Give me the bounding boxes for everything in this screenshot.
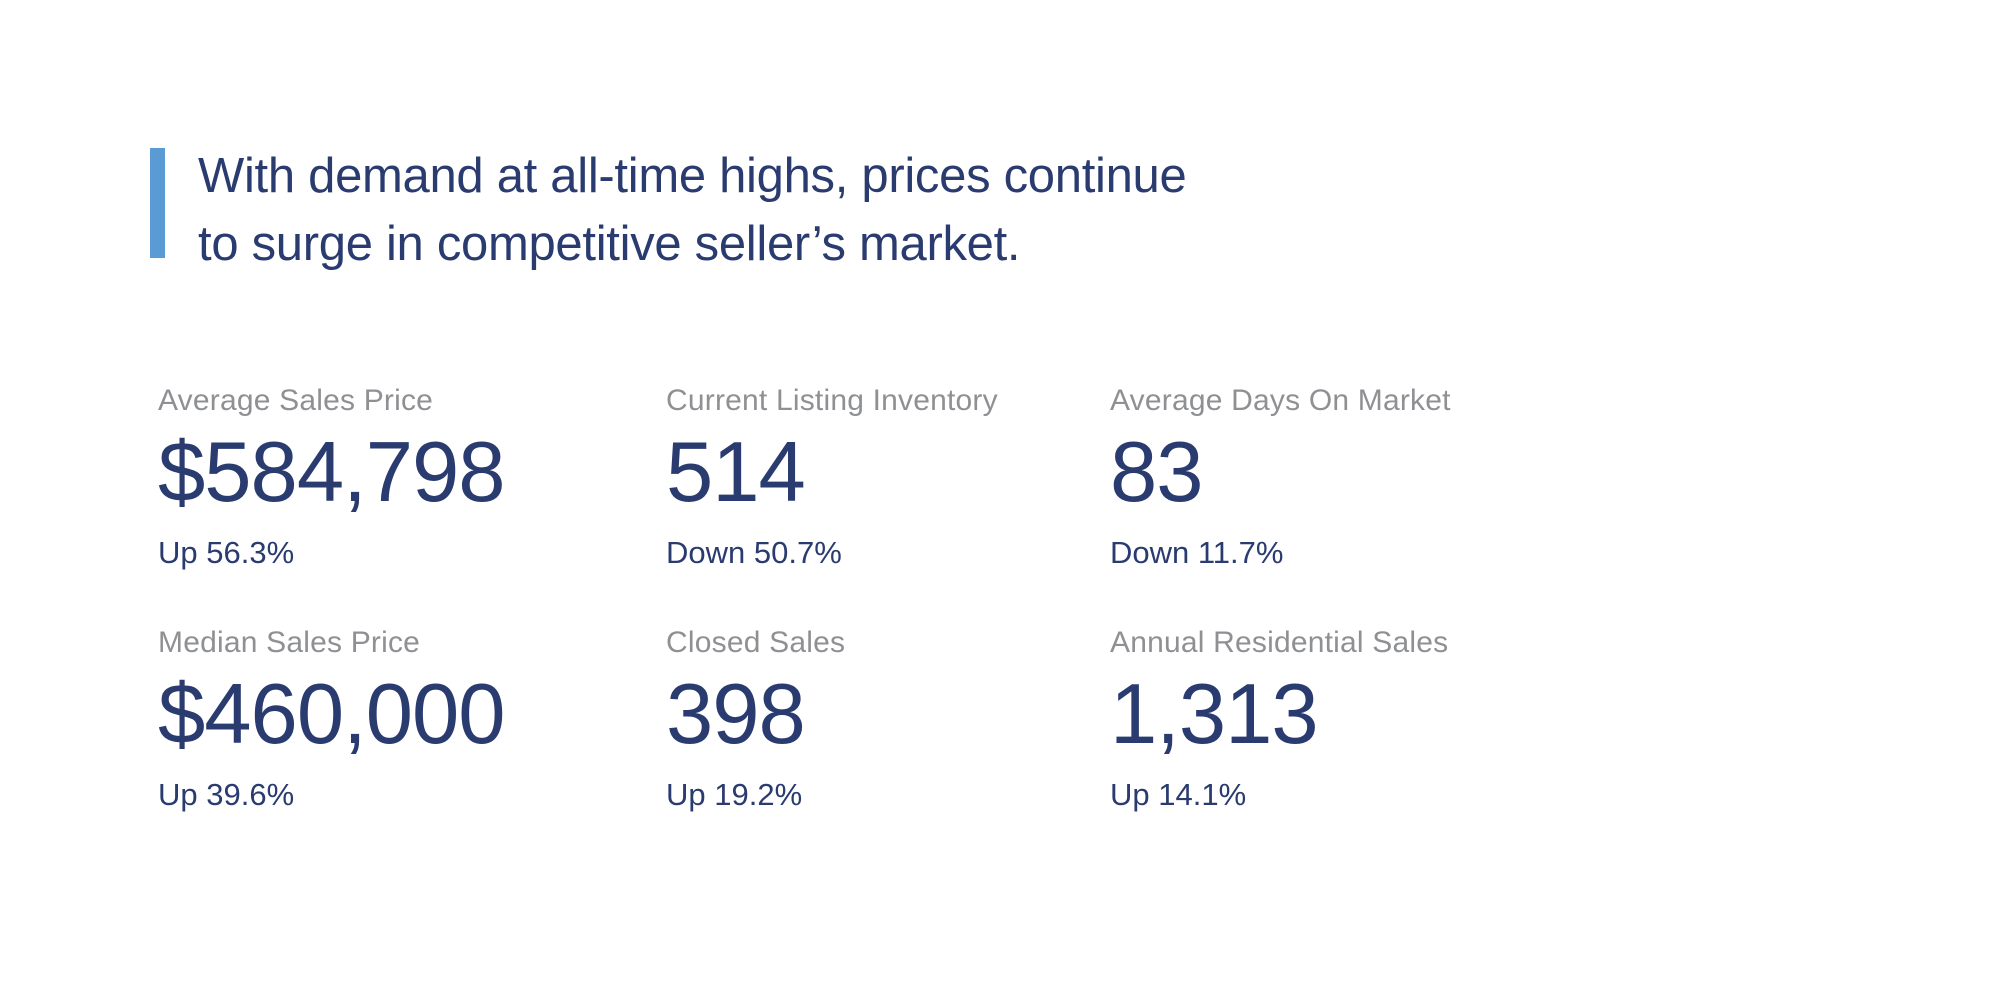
headline-line-2: to surge in competitive seller’s market. <box>198 217 1021 271</box>
stat-change: Up 19.2% <box>666 777 803 812</box>
stat-change: Up 39.6% <box>158 777 295 812</box>
headline-text: With demand at all-time highs, prices co… <box>198 142 1187 278</box>
stat-label: Average Days On Market <box>1110 384 1451 417</box>
stat-value: $460,000 <box>158 667 506 762</box>
stat-label: Current Listing Inventory <box>666 384 998 417</box>
stat-value: 398 <box>666 667 806 762</box>
stat-average-sales-price: Average Sales Price $584,798 Up 56.3% <box>158 383 666 625</box>
accent-bar <box>150 148 165 258</box>
stat-annual-residential-sales: Annual Residential Sales 1,313 Up 14.1% <box>1110 625 1670 867</box>
stat-change: Down 50.7% <box>666 535 842 570</box>
stat-label: Annual Residential Sales <box>1110 626 1449 659</box>
stat-value: 514 <box>666 425 806 520</box>
stat-current-listing-inventory: Current Listing Inventory 514 Down 50.7% <box>666 383 1110 625</box>
stat-label: Median Sales Price <box>158 626 421 659</box>
stat-value: 83 <box>1110 425 1204 520</box>
stat-average-days-on-market: Average Days On Market 83 Down 11.7% <box>1110 383 1670 625</box>
stat-median-sales-price: Median Sales Price $460,000 Up 39.6% <box>158 625 666 867</box>
headline-line-1: With demand at all-time highs, prices co… <box>198 149 1187 203</box>
stat-value: $584,798 <box>158 425 506 520</box>
headline: With demand at all-time highs, prices co… <box>150 142 1187 278</box>
stat-label: Average Sales Price <box>158 384 434 417</box>
stat-change: Up 56.3% <box>158 535 295 570</box>
stat-closed-sales: Closed Sales 398 Up 19.2% <box>666 625 1110 867</box>
stat-label: Closed Sales <box>666 626 846 659</box>
stat-value: 1,313 <box>1110 667 1319 762</box>
stat-change: Down 11.7% <box>1110 535 1284 570</box>
stats-grid: Average Sales Price $584,798 Up 56.3% Cu… <box>158 383 1670 867</box>
stat-change: Up 14.1% <box>1110 777 1247 812</box>
